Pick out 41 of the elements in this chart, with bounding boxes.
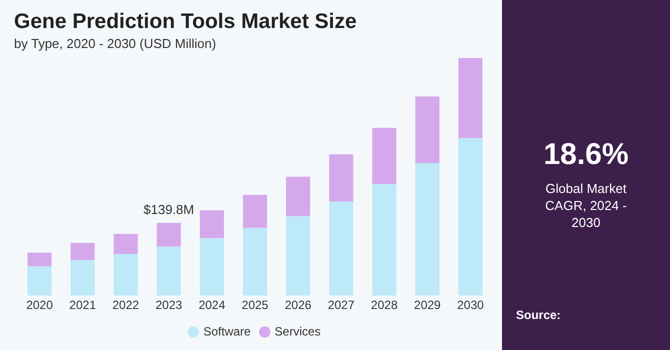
x-tick-label: 2030 xyxy=(457,298,484,312)
bar xyxy=(329,154,354,202)
legend-label: Software xyxy=(203,324,251,338)
x-tick-label: 2024 xyxy=(198,298,226,312)
bar xyxy=(200,238,224,296)
x-tick-label: 2027 xyxy=(328,298,355,312)
bar xyxy=(114,234,138,254)
bar xyxy=(458,138,483,296)
text: 18.6% xyxy=(542,138,630,172)
x-tick-label: 2021 xyxy=(69,298,96,312)
bar xyxy=(372,128,396,184)
bar xyxy=(242,194,268,228)
bar xyxy=(415,96,440,164)
bar xyxy=(372,184,396,296)
bar xyxy=(70,242,95,260)
x-tick-label: 2026 xyxy=(284,298,312,312)
bar xyxy=(242,228,268,296)
bar xyxy=(329,202,354,296)
chart-subtitle: by Type, 2020 - 2030 (USD Million) xyxy=(14,36,216,51)
x-tick-label: 2028 xyxy=(370,298,398,312)
bar xyxy=(200,210,224,238)
bar xyxy=(156,246,181,296)
bar xyxy=(458,58,483,138)
x-tick-label: 2020 xyxy=(26,298,54,312)
x-tick-label: 2022 xyxy=(112,298,140,312)
x-tick-label: 2023 xyxy=(155,298,182,312)
source-note: Source: xyxy=(516,308,562,322)
bar xyxy=(415,163,440,296)
bar xyxy=(27,266,52,296)
bar xyxy=(70,260,95,296)
x-tick-label: 2025 xyxy=(242,298,269,312)
legend-label: Services xyxy=(274,324,321,338)
bar xyxy=(156,222,181,247)
bar xyxy=(286,176,310,216)
x-tick-label: 2029 xyxy=(414,298,442,312)
chart-title: Gene Prediction Tools Market Size xyxy=(14,10,357,34)
text: Global Market CAGR, 2024 - 2030 xyxy=(544,180,628,231)
bar xyxy=(27,252,52,266)
bar xyxy=(114,254,138,296)
annotation: $139.8M xyxy=(144,202,194,217)
bar xyxy=(286,216,310,296)
